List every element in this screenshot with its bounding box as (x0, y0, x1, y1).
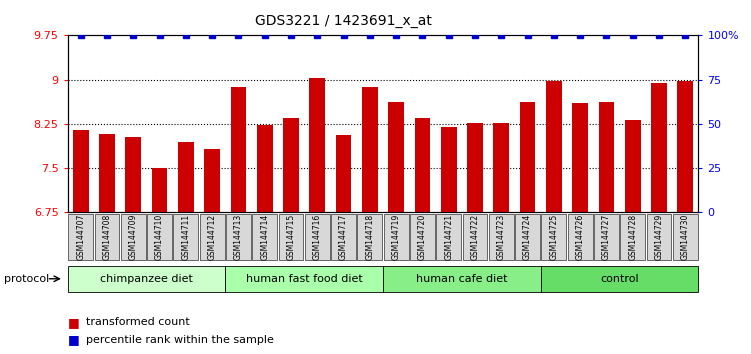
Text: GSM144730: GSM144730 (681, 214, 689, 261)
Text: GSM144715: GSM144715 (287, 214, 295, 260)
Bar (204, 149, 220, 212)
Text: GDS3221 / 1423691_x_at: GDS3221 / 1423691_x_at (255, 14, 433, 28)
Text: GSM144723: GSM144723 (497, 214, 505, 260)
Bar (388, 102, 404, 212)
Bar (467, 123, 483, 212)
Bar (336, 135, 351, 212)
Bar (362, 87, 378, 212)
Bar (125, 137, 141, 212)
Bar (415, 118, 430, 212)
Text: GSM144724: GSM144724 (523, 214, 532, 260)
Text: GSM144721: GSM144721 (445, 214, 453, 260)
Text: GSM144714: GSM144714 (261, 214, 269, 260)
Bar (231, 87, 246, 212)
Text: GSM144725: GSM144725 (550, 214, 558, 260)
Text: GSM144712: GSM144712 (208, 214, 216, 260)
Text: GSM144710: GSM144710 (155, 214, 164, 260)
Text: human fast food diet: human fast food diet (246, 274, 363, 284)
Bar (651, 82, 667, 212)
Bar (520, 102, 535, 212)
Text: GSM144728: GSM144728 (629, 214, 637, 260)
Text: human cafe diet: human cafe diet (416, 274, 508, 284)
Text: GSM144719: GSM144719 (392, 214, 400, 260)
Text: GSM144717: GSM144717 (339, 214, 348, 260)
Bar (625, 120, 641, 212)
Text: transformed count: transformed count (86, 317, 190, 327)
Bar (257, 125, 273, 212)
Text: ■: ■ (68, 333, 80, 346)
Text: chimpanzee diet: chimpanzee diet (100, 274, 193, 284)
Text: GSM144726: GSM144726 (576, 214, 584, 260)
Bar (441, 127, 457, 212)
Text: GSM144720: GSM144720 (418, 214, 427, 260)
Bar (152, 168, 167, 212)
Text: GSM144729: GSM144729 (655, 214, 663, 260)
Text: GSM144727: GSM144727 (602, 214, 611, 260)
Text: GSM144718: GSM144718 (366, 214, 374, 260)
Text: GSM144707: GSM144707 (77, 214, 85, 261)
Text: GSM144709: GSM144709 (129, 214, 137, 261)
Bar (677, 81, 693, 212)
Bar (73, 130, 89, 212)
Bar (99, 134, 115, 212)
Text: protocol: protocol (4, 274, 49, 284)
Bar (178, 142, 194, 212)
Text: GSM144722: GSM144722 (471, 214, 479, 260)
Bar (283, 118, 299, 212)
Bar (309, 78, 325, 212)
Text: percentile rank within the sample: percentile rank within the sample (86, 335, 274, 345)
Bar (599, 102, 614, 212)
Bar (546, 81, 562, 212)
Bar (493, 123, 509, 212)
Text: GSM144713: GSM144713 (234, 214, 243, 260)
Text: GSM144711: GSM144711 (182, 214, 190, 260)
Text: ■: ■ (68, 316, 80, 329)
Text: GSM144716: GSM144716 (313, 214, 321, 260)
Bar (572, 103, 588, 212)
Text: control: control (600, 274, 639, 284)
Text: GSM144708: GSM144708 (103, 214, 111, 260)
